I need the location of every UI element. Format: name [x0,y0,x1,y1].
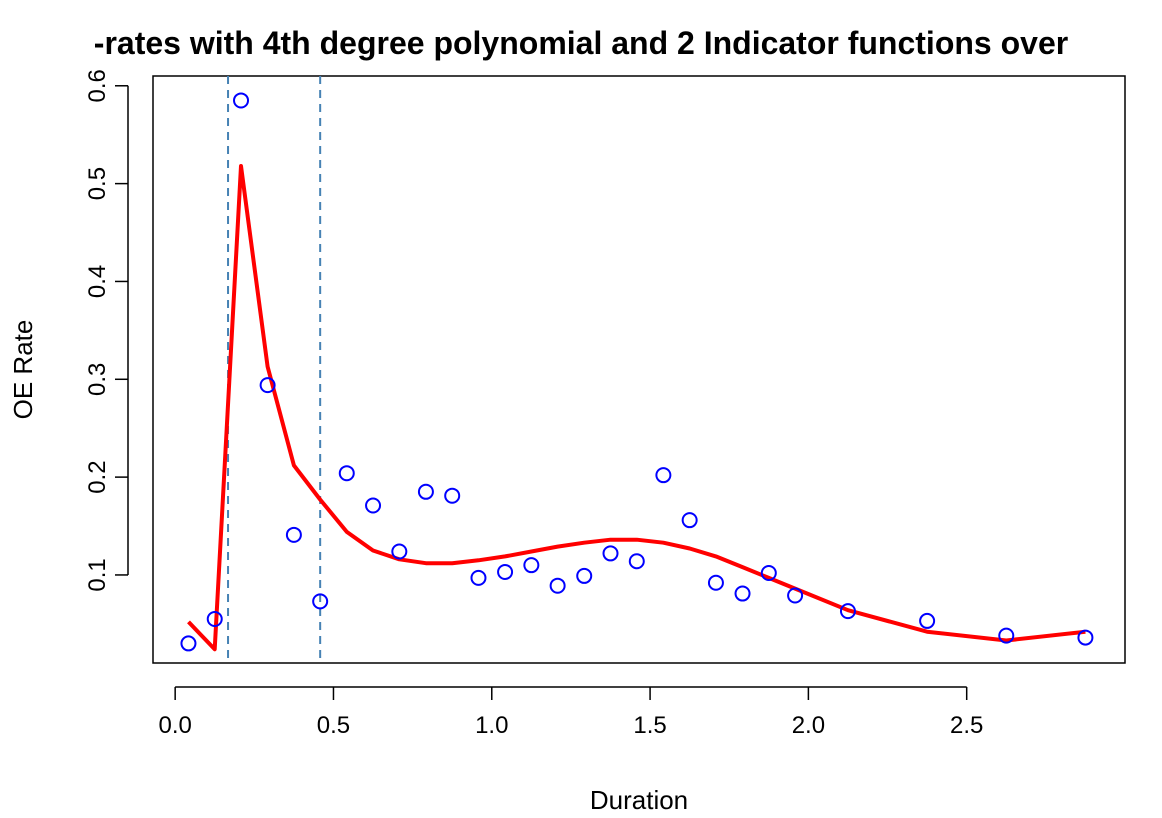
data-point [787,587,804,604]
chart-title: -rates with 4th degree polynomial and 2 … [94,25,1068,61]
data-point [576,567,593,584]
data-point [523,557,540,574]
data-point [497,564,514,581]
data-point [655,467,672,484]
data-point [707,574,724,591]
x-tick-label: 1.0 [475,712,508,739]
y-tick-label: 0.5 [84,167,111,200]
data-point [998,627,1015,644]
data-point [285,526,302,543]
data-point [734,585,751,602]
y-tick-label: 0.6 [84,69,111,102]
y-tick-label: 0.1 [84,558,111,591]
plot-frame [152,75,1126,664]
y-tick-label: 0.3 [84,363,111,396]
data-point [233,92,250,109]
y-axis-label: OE Rate [8,320,38,420]
data-point [681,512,698,529]
x-tick-label: 1.5 [633,712,666,739]
fit-line [187,164,1086,652]
data-point [628,553,645,570]
data-point [312,593,329,610]
x-tick-label: 2.5 [950,712,983,739]
data-point [444,487,461,504]
data-point [839,603,856,620]
x-tick-label: 0.0 [158,712,191,739]
x-tick-label: 2.0 [792,712,825,739]
data-point [206,610,223,627]
data-point [919,612,936,629]
x-tick-label: 0.5 [317,712,350,739]
y-tick-label: 0.4 [84,265,111,298]
y-tick-label: 0.2 [84,460,111,493]
data-point [760,564,777,581]
data-point [549,577,566,594]
data-point [180,635,197,652]
data-point [1077,629,1094,646]
x-axis-label: Duration [590,785,688,815]
data-point [470,569,487,586]
data-point [338,465,355,482]
data-point [417,483,434,500]
data-point [365,497,382,514]
data-point [391,543,408,560]
data-point [602,545,619,562]
data-point [259,377,276,394]
